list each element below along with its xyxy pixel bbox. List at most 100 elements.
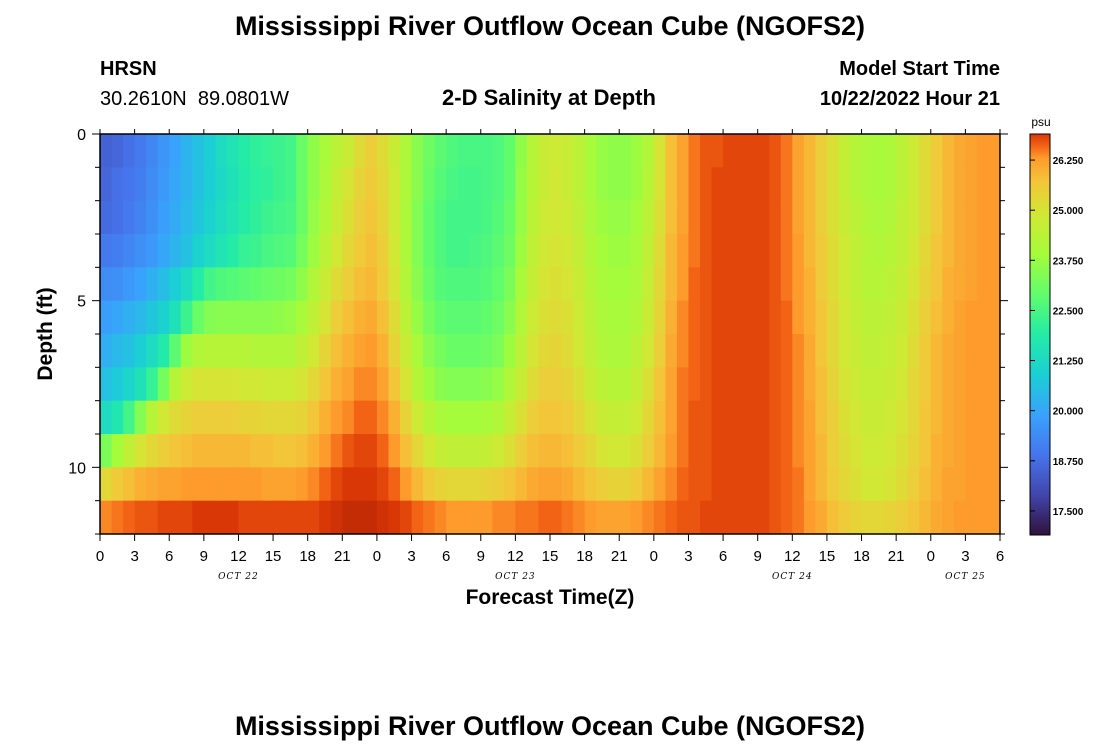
heatmap-cell (169, 434, 182, 468)
heatmap-cell (723, 500, 736, 534)
heatmap-cell (319, 367, 332, 402)
figure-title: Mississippi River Outflow Ocean Cube (NG… (235, 11, 865, 41)
heatmap-cell (400, 334, 413, 368)
heatmap-cell (700, 300, 713, 335)
heatmap-cell (261, 134, 274, 168)
heatmap-cell (665, 234, 678, 268)
heatmap-cell (146, 400, 159, 435)
heatmap-cell (988, 367, 1000, 402)
heatmap-cell (469, 434, 482, 468)
heatmap-cell (596, 500, 609, 534)
heatmap-cell (157, 400, 170, 435)
heatmap-cell (700, 500, 713, 534)
heatmap-cell (953, 400, 966, 435)
heatmap-cell (907, 267, 920, 302)
heatmap-cell (815, 300, 828, 335)
heatmap-cell (884, 267, 897, 302)
x-tick-label: 15 (265, 548, 282, 565)
heatmap-cell (134, 134, 147, 168)
x-tick-label: 6 (719, 548, 727, 565)
heatmap-cell (757, 234, 770, 268)
heatmap-cell (976, 167, 990, 202)
heatmap-cell (723, 434, 736, 468)
heatmap-cell (757, 167, 770, 202)
x-tick-label: 12 (507, 548, 524, 565)
heatmap-cell (515, 467, 528, 502)
heatmap-cell (134, 400, 147, 435)
heatmap-cell (550, 134, 563, 168)
heatmap-cell (215, 267, 228, 302)
heatmap-cell (342, 134, 355, 168)
heatmap-cell (273, 200, 286, 235)
heatmap-cell (296, 134, 309, 168)
station-coordinates: 30.2610N 89.0801W (100, 88, 289, 110)
heatmap-cell (803, 300, 816, 335)
heatmap-cell (607, 167, 620, 202)
heatmap-cell (619, 367, 632, 402)
heatmap-cell (919, 334, 932, 368)
heatmap-cell (238, 300, 251, 335)
heatmap-cell (676, 267, 690, 302)
heatmap-cell (838, 167, 851, 202)
heatmap-cell (573, 467, 586, 502)
heatmap-cell (919, 267, 932, 302)
heatmap-cell (146, 434, 159, 468)
heatmap-cell (953, 434, 966, 468)
heatmap-cell (584, 134, 597, 168)
heatmap-cell (826, 234, 840, 268)
heatmap-cell (261, 167, 274, 202)
heatmap-cell (330, 134, 343, 168)
heatmap-cell (930, 200, 943, 235)
heatmap-cell (873, 434, 886, 468)
heatmap-cell (850, 167, 863, 202)
heatmap-cell (896, 334, 909, 368)
heatmap-cell (273, 400, 286, 435)
heatmap-cell (296, 167, 309, 202)
heatmap-cell (146, 234, 159, 268)
heatmap-cell (584, 334, 597, 368)
heatmap-cell (261, 467, 274, 502)
heatmap-cell (296, 234, 309, 268)
heatmap-cell (930, 234, 943, 268)
heatmap-cell (296, 267, 309, 302)
heatmap-cell (953, 200, 966, 235)
heatmap-cell (942, 467, 955, 502)
heatmap-cell (157, 334, 170, 368)
heatmap-cell (734, 134, 747, 168)
heatmap-cell (711, 200, 724, 235)
heatmap-cell (146, 367, 159, 402)
heatmap-cell (919, 134, 932, 168)
heatmap-cell (780, 434, 793, 468)
heatmap-cell (942, 367, 955, 402)
heatmap-cell (861, 167, 874, 202)
heatmap-cell (561, 434, 574, 468)
heatmap-cell (919, 400, 932, 435)
heatmap-cell (688, 300, 701, 335)
heatmap-cell (203, 167, 216, 202)
heatmap-cell (480, 367, 493, 402)
heatmap-cell (942, 200, 955, 235)
heatmap-cell (792, 367, 805, 402)
heatmap-cell (376, 467, 390, 502)
heatmap-cell (157, 467, 170, 502)
heatmap-cell (688, 367, 701, 402)
heatmap-cell (838, 500, 851, 534)
heatmap-cell (711, 400, 724, 435)
heatmap-cell (930, 500, 943, 534)
heatmap-cell (711, 434, 724, 468)
heatmap-cell (769, 267, 782, 302)
heatmap-cell (596, 400, 609, 435)
heatmap-cell (538, 134, 551, 168)
heatmap-cell (330, 434, 343, 468)
heatmap-cell (907, 200, 920, 235)
heatmap-cell (388, 167, 401, 202)
heatmap-cell (365, 234, 378, 268)
x-tick-label: 0 (96, 548, 104, 565)
heatmap-cell (826, 500, 840, 534)
heatmap-cell (757, 200, 770, 235)
heatmap-cell (803, 434, 816, 468)
heatmap-cell (353, 200, 366, 235)
heatmap-cell (284, 367, 297, 402)
heatmap-cell (665, 400, 678, 435)
heatmap-cell (723, 367, 736, 402)
